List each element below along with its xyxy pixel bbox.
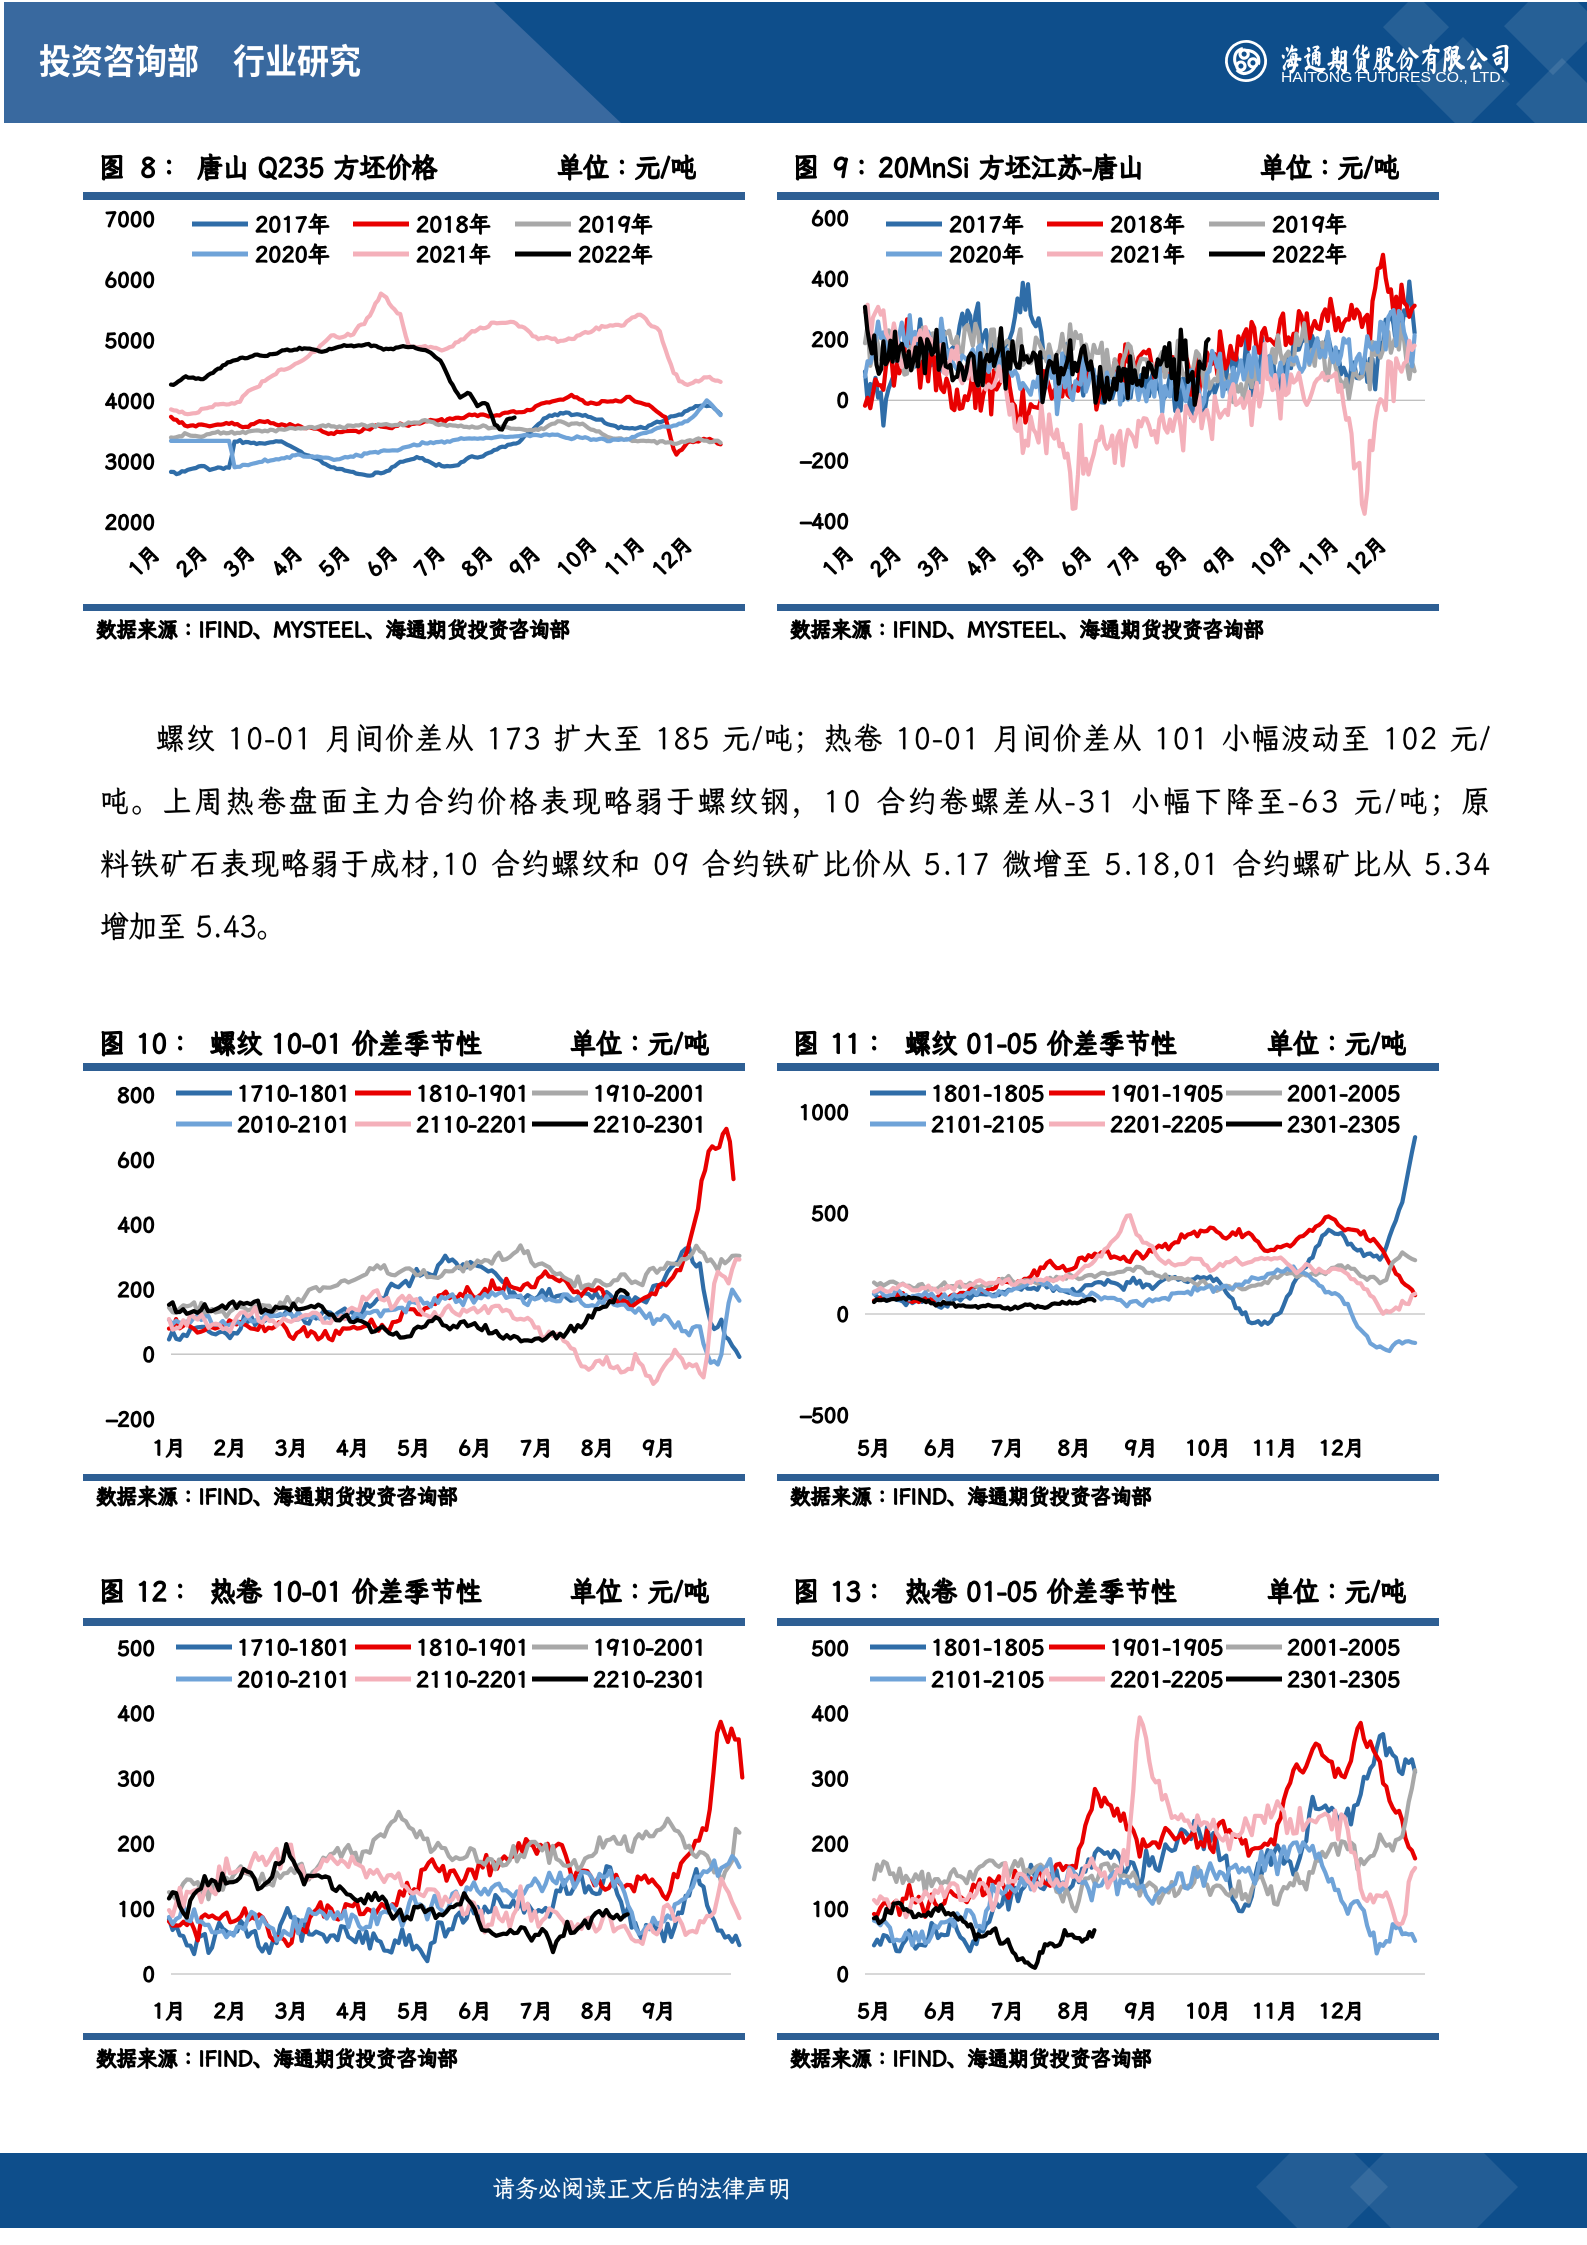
- svg-text:HAITONG FUTURES CO., LTD.: HAITONG FUTURES CO., LTD.: [1281, 69, 1505, 86]
